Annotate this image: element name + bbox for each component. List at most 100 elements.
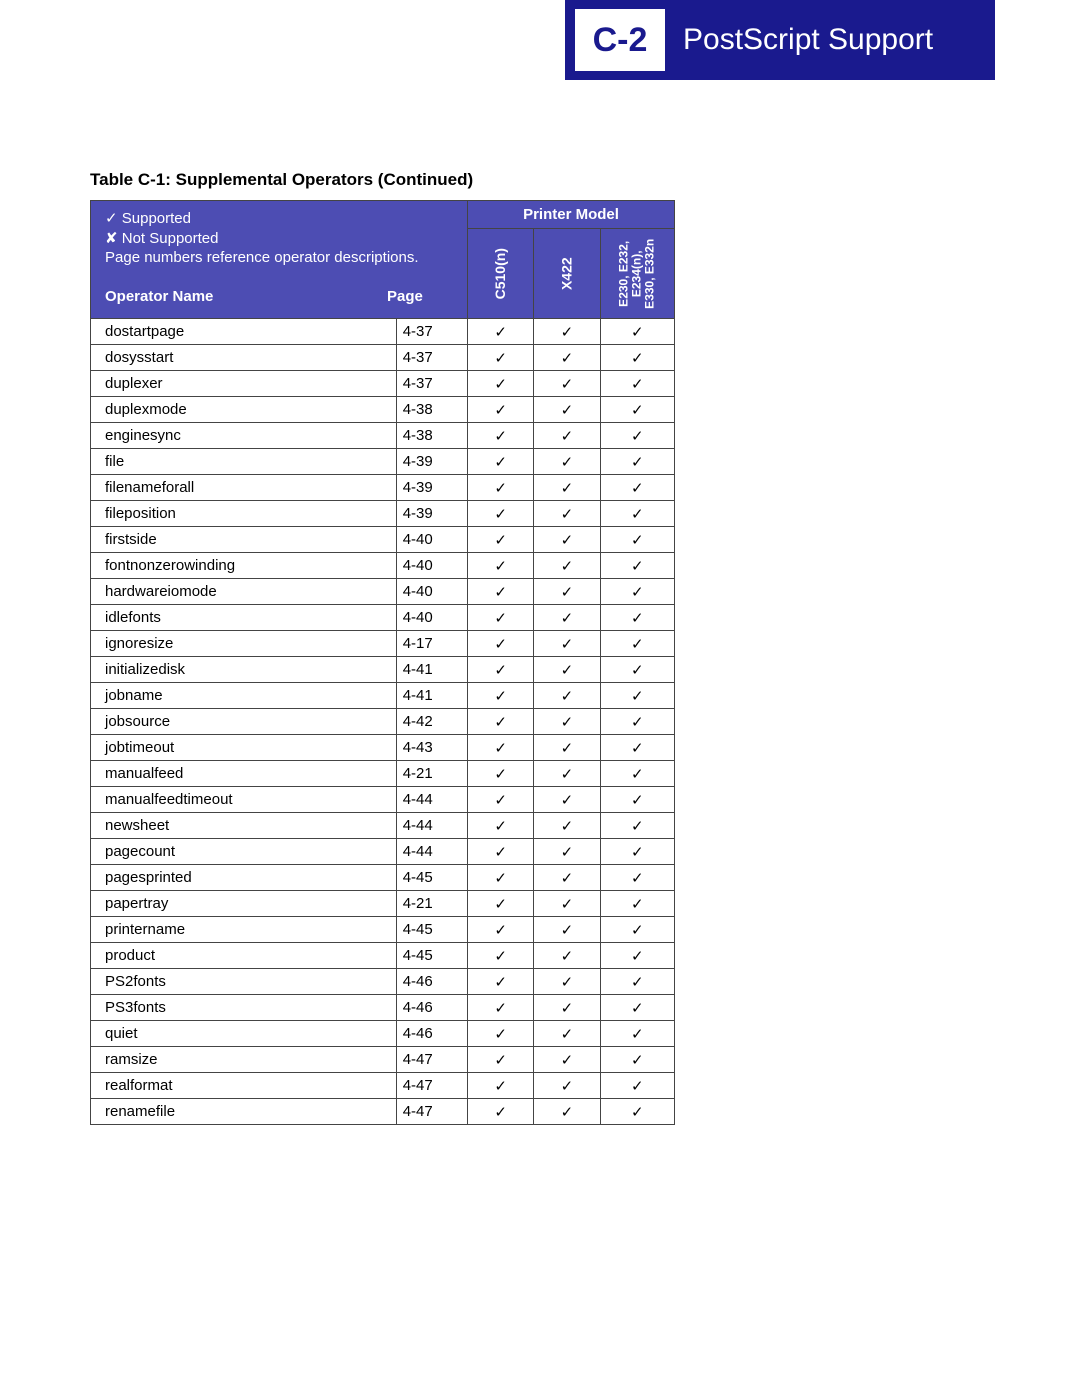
support-mark: ✓	[468, 813, 534, 839]
support-mark: ✓	[468, 969, 534, 995]
support-mark: ✓	[600, 761, 674, 787]
support-mark: ✓	[600, 839, 674, 865]
header-badge: C-2	[575, 9, 665, 71]
operator-name: duplexer	[91, 371, 397, 397]
support-mark: ✓	[468, 995, 534, 1021]
operator-page: 4-47	[396, 1099, 467, 1125]
table-row: papertray4-21✓✓✓	[91, 891, 675, 917]
support-mark: ✓	[600, 423, 674, 449]
support-mark: ✓	[600, 995, 674, 1021]
operator-name: product	[91, 943, 397, 969]
operator-page: 4-17	[396, 631, 467, 657]
legend-cell: ✓ Supported ✘ Not Supported Page numbers…	[91, 201, 468, 319]
support-mark: ✓	[468, 475, 534, 501]
operator-name: firstside	[91, 527, 397, 553]
operator-page: 4-46	[396, 969, 467, 995]
table-row: ignoresize4-17✓✓✓	[91, 631, 675, 657]
table-row: product4-45✓✓✓	[91, 943, 675, 969]
support-mark: ✓	[600, 397, 674, 423]
table-row: duplexer4-37✓✓✓	[91, 371, 675, 397]
support-mark: ✓	[534, 475, 600, 501]
support-mark: ✓	[468, 1047, 534, 1073]
support-mark: ✓	[600, 579, 674, 605]
operator-page: 4-41	[396, 683, 467, 709]
support-mark: ✓	[600, 683, 674, 709]
operator-name: renamefile	[91, 1099, 397, 1125]
table-row: hardwareiomode4-40✓✓✓	[91, 579, 675, 605]
operator-page: 4-40	[396, 605, 467, 631]
operator-page: 4-44	[396, 813, 467, 839]
table-row: fontnonzerowinding4-40✓✓✓	[91, 553, 675, 579]
operator-name: printername	[91, 917, 397, 943]
support-mark: ✓	[534, 683, 600, 709]
operator-page: 4-43	[396, 735, 467, 761]
table-row: fileposition4-39✓✓✓	[91, 501, 675, 527]
model-col-2: E230, E232,E234(n),E330, E332n	[600, 229, 674, 319]
support-mark: ✓	[600, 371, 674, 397]
support-mark: ✓	[600, 969, 674, 995]
operator-page: 4-45	[396, 865, 467, 891]
support-mark: ✓	[468, 865, 534, 891]
operator-page: 4-45	[396, 943, 467, 969]
support-mark: ✓	[600, 605, 674, 631]
page-header-col: Page	[387, 288, 457, 305]
support-mark: ✓	[534, 813, 600, 839]
table-row: enginesync4-38✓✓✓	[91, 423, 675, 449]
operator-page: 4-45	[396, 917, 467, 943]
support-mark: ✓	[600, 657, 674, 683]
support-mark: ✓	[600, 553, 674, 579]
support-mark: ✓	[534, 735, 600, 761]
support-mark: ✓	[534, 319, 600, 345]
operator-page: 4-38	[396, 397, 467, 423]
support-mark: ✓	[600, 449, 674, 475]
support-mark: ✓	[534, 787, 600, 813]
support-mark: ✓	[600, 345, 674, 371]
table-row: jobtimeout4-43✓✓✓	[91, 735, 675, 761]
support-mark: ✓	[600, 735, 674, 761]
header-box: C-2 PostScript Support	[565, 0, 995, 80]
operator-name: jobtimeout	[91, 735, 397, 761]
operator-name: initializedisk	[91, 657, 397, 683]
table-row: manualfeed4-21✓✓✓	[91, 761, 675, 787]
operator-name: jobname	[91, 683, 397, 709]
support-mark: ✓	[468, 1099, 534, 1125]
operator-name: hardwareiomode	[91, 579, 397, 605]
table-row: filenameforall4-39✓✓✓	[91, 475, 675, 501]
support-mark: ✓	[468, 657, 534, 683]
operator-name: papertray	[91, 891, 397, 917]
table-row: firstside4-40✓✓✓	[91, 527, 675, 553]
support-mark: ✓	[534, 345, 600, 371]
operator-page: 4-46	[396, 995, 467, 1021]
table-row: initializedisk4-41✓✓✓	[91, 657, 675, 683]
operator-name: fontnonzerowinding	[91, 553, 397, 579]
operator-page: 4-40	[396, 527, 467, 553]
support-mark: ✓	[468, 371, 534, 397]
table-row: renamefile4-47✓✓✓	[91, 1099, 675, 1125]
operator-name: pagesprinted	[91, 865, 397, 891]
check-icon: ✓	[105, 210, 118, 227]
operator-page: 4-44	[396, 787, 467, 813]
support-mark: ✓	[534, 371, 600, 397]
support-mark: ✓	[468, 397, 534, 423]
legend-supported-text: Supported	[122, 210, 191, 227]
model-label-0: C510(n)	[493, 248, 508, 299]
support-mark: ✓	[468, 527, 534, 553]
support-mark: ✓	[534, 397, 600, 423]
support-mark: ✓	[534, 657, 600, 683]
printer-model-header: Printer Model	[468, 201, 675, 229]
support-mark: ✓	[468, 1021, 534, 1047]
operator-name: dosysstart	[91, 345, 397, 371]
table-row: manualfeedtimeout4-44✓✓✓	[91, 787, 675, 813]
operator-name-header: Operator Name	[105, 288, 387, 305]
support-mark: ✓	[600, 631, 674, 657]
table-row: pagecount4-44✓✓✓	[91, 839, 675, 865]
support-mark: ✓	[600, 501, 674, 527]
support-mark: ✓	[600, 319, 674, 345]
legend-notsupported-text: Not Supported	[122, 230, 219, 247]
operator-name: filenameforall	[91, 475, 397, 501]
operators-table: ✓ Supported ✘ Not Supported Page numbers…	[90, 200, 675, 1125]
operator-name: PS3fonts	[91, 995, 397, 1021]
table-title: Table C-1: Supplemental Operators (Conti…	[90, 170, 990, 190]
support-mark: ✓	[600, 1099, 674, 1125]
operator-name: ramsize	[91, 1047, 397, 1073]
